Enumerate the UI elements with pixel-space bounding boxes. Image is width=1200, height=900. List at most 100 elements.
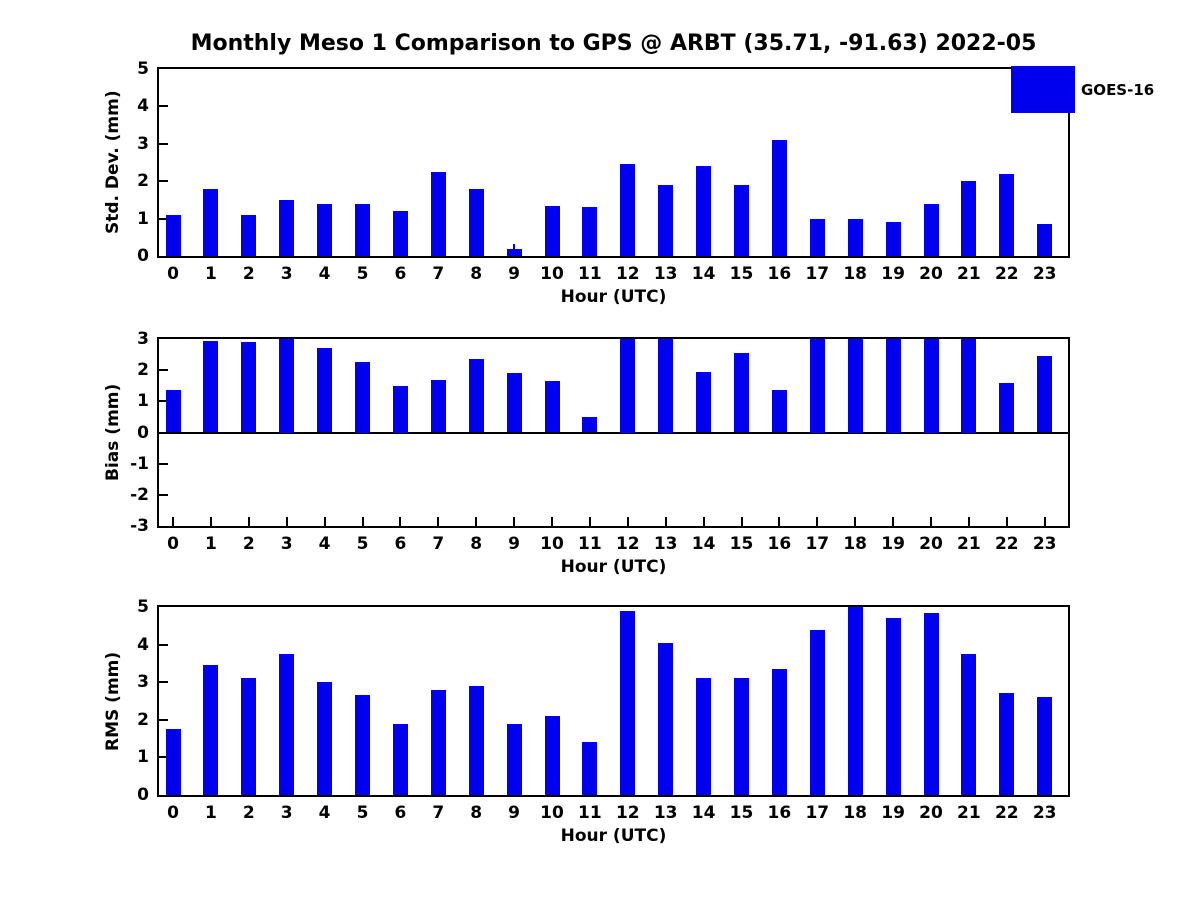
plot-area-std-dev <box>157 67 1070 258</box>
bar-std-dev-hour-13 <box>658 184 674 256</box>
x-tick-label: 2 <box>242 803 255 823</box>
x-tick-mark <box>930 517 932 526</box>
y-tick-mark <box>159 756 168 759</box>
y-tick-mark <box>159 462 168 465</box>
x-tick-label: 14 <box>691 264 716 284</box>
x-tick-mark <box>702 517 705 526</box>
x-tick-label: 16 <box>767 264 792 284</box>
bar-std-dev-hour-18 <box>847 218 863 256</box>
x-tick-label: 0 <box>167 534 179 554</box>
bar-std-dev-hour-7 <box>430 171 446 256</box>
x-tick-mark <box>816 517 819 526</box>
bar-bias-hour-15 <box>734 353 749 433</box>
y-tick-label: 5 <box>137 597 149 617</box>
bar-bias-hour-9 <box>506 373 522 433</box>
x-tick-label: 18 <box>843 264 868 284</box>
bar-bias-hour-5 <box>355 362 370 433</box>
x-tick-label: 4 <box>318 534 331 554</box>
x-tick-label: 8 <box>470 264 483 284</box>
bar-std-dev-hour-22 <box>999 173 1015 256</box>
x-tick-label: 23 <box>1032 264 1057 284</box>
x-tick-label: 13 <box>653 534 678 554</box>
x-tick-label: 2 <box>242 264 255 284</box>
x-tick-mark <box>247 517 250 526</box>
bar-rms-hour-2 <box>241 678 257 795</box>
x-axis-label-bias: Hour (UTC) <box>560 557 667 577</box>
x-tick-label: 17 <box>805 264 830 284</box>
bar-bias-hour-10 <box>544 381 560 433</box>
bar-bias-hour-2 <box>241 342 257 433</box>
bar-std-dev-hour-21 <box>961 181 977 256</box>
x-tick-label: 5 <box>356 803 369 823</box>
y-tick-label: 0 <box>137 246 149 266</box>
y-tick-label: 1 <box>137 391 149 412</box>
x-tick-mark <box>551 517 553 526</box>
y-tick-label: 4 <box>137 96 149 117</box>
x-tick-label: 4 <box>318 264 331 284</box>
x-tick-mark <box>664 517 667 526</box>
x-tick-mark <box>1043 517 1046 526</box>
y-tick-label: 5 <box>137 59 149 79</box>
bar-std-dev-hour-4 <box>317 203 333 256</box>
bar-std-dev-hour-6 <box>392 211 408 256</box>
x-tick-mark <box>1005 517 1008 526</box>
zero-baseline <box>159 431 1068 434</box>
x-tick-label: 21 <box>957 264 981 284</box>
bar-rms-hour-4 <box>317 682 333 795</box>
bar-std-dev-hour-3 <box>279 199 295 256</box>
bar-std-dev-hour-23 <box>1037 224 1053 256</box>
bar-rms-hour-9 <box>506 723 522 795</box>
bar-rms-hour-22 <box>999 693 1015 795</box>
x-tick-label: 13 <box>653 264 678 284</box>
bar-std-dev-hour-19 <box>885 222 901 256</box>
bar-rms-hour-17 <box>809 629 825 795</box>
y-tick-label: 2 <box>137 171 149 192</box>
y-tick-mark <box>159 142 168 145</box>
x-tick-label: 1 <box>204 803 217 823</box>
y-tick-label: 2 <box>137 360 149 381</box>
y-tick-mark <box>159 718 168 721</box>
x-tick-label: 7 <box>432 803 445 823</box>
legend-label-goes16: GOES-16 <box>1081 81 1155 99</box>
x-tick-mark <box>854 517 857 526</box>
x-tick-label: 12 <box>615 264 640 284</box>
bar-bias-hour-0 <box>165 390 181 433</box>
x-tick-label: 19 <box>881 534 905 554</box>
x-tick-label: 22 <box>994 803 1019 823</box>
x-tick-mark <box>361 517 364 526</box>
y-tick-label: 2 <box>137 709 149 730</box>
x-tick-mark <box>967 517 970 526</box>
bar-bias-hour-14 <box>696 371 712 433</box>
x-tick-label: 16 <box>767 534 792 554</box>
x-tick-mark <box>437 517 440 526</box>
y-tick-label: 1 <box>137 747 149 768</box>
bar-bias-hour-23 <box>1037 356 1053 433</box>
bar-rms-hour-18 <box>847 607 863 795</box>
x-tick-mark <box>399 517 402 526</box>
bar-bias-hour-21 <box>961 339 977 433</box>
bar-std-dev-hour-1 <box>203 188 219 256</box>
y-tick-label: -3 <box>130 516 149 536</box>
bar-rms-hour-12 <box>620 610 636 795</box>
x-tick-label: 6 <box>394 264 407 284</box>
legend-swatch-goes16 <box>1011 66 1075 113</box>
x-tick-label: 3 <box>280 264 293 284</box>
bar-std-dev-hour-12 <box>620 164 636 256</box>
x-tick-mark <box>475 517 478 526</box>
x-tick-label: 9 <box>508 534 521 554</box>
y-tick-mark <box>159 369 168 372</box>
x-tick-label: 7 <box>432 534 445 554</box>
x-tick-label: 15 <box>729 534 754 554</box>
bar-rms-hour-5 <box>355 695 370 795</box>
x-tick-label: 13 <box>653 803 678 823</box>
bar-bias-hour-1 <box>203 340 219 433</box>
bar-spike <box>513 243 516 249</box>
x-tick-label: 21 <box>957 803 981 823</box>
x-tick-label: 10 <box>540 264 564 284</box>
x-tick-label: 11 <box>578 803 602 823</box>
x-tick-label: 14 <box>691 534 716 554</box>
x-tick-label: 3 <box>280 803 293 823</box>
y-tick-label: 0 <box>137 422 149 443</box>
x-tick-label: 0 <box>167 803 179 823</box>
bar-std-dev-hour-14 <box>696 166 712 256</box>
